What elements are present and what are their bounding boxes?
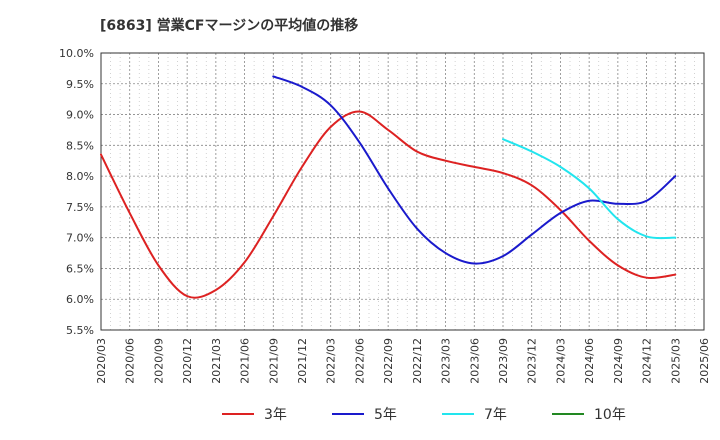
x-tick-label: 2020/09 <box>152 338 165 384</box>
x-tick-label: 2025/06 <box>698 338 711 384</box>
legend-label-3: 7年 <box>484 407 507 423</box>
plot-area: 5.5% 6.0% 6.5% 7.0% 7.5% 8.0% 8.5% 9.0% 9.5% 10.0… <box>59 47 711 384</box>
legend-label-2: 5年 <box>374 407 397 423</box>
y-tick-label: 8.0% <box>66 170 94 183</box>
x-tick-label: 2023/09 <box>497 338 510 384</box>
y-tick-label: 7.5% <box>66 201 94 214</box>
x-tick-label: 2022/09 <box>382 338 395 384</box>
x-tick-label: 2021/12 <box>296 338 309 384</box>
x-tick-label: 2021/09 <box>267 338 280 384</box>
x-tick-label: 2021/03 <box>210 338 223 384</box>
x-tick-label: 2021/06 <box>239 338 252 384</box>
y-tick-label: 6.5% <box>66 262 94 275</box>
x-tick-label: 2020/06 <box>124 338 137 384</box>
y-tick-label: 5.5% <box>66 324 94 337</box>
legend-label-4: 10年 <box>594 407 626 423</box>
y-tick-label: 10.0% <box>59 47 94 60</box>
plot-background <box>101 53 704 330</box>
y-tick-label: 9.5% <box>66 78 94 91</box>
x-tick-label: 2023/12 <box>526 338 539 384</box>
series-line-2 <box>272 75 677 265</box>
legend-label-1: 3年 <box>264 407 287 423</box>
x-tick-label: 2020/12 <box>181 338 194 384</box>
y-tick-label: 6.0% <box>66 293 94 306</box>
x-tick-label: 2024/03 <box>554 338 567 384</box>
x-tick-label: 2022/03 <box>325 338 338 384</box>
plot-border <box>100 52 705 331</box>
y-tick-label: 8.5% <box>66 139 94 152</box>
x-tick-label: 2024/09 <box>612 338 625 384</box>
x-tick-label: 2024/06 <box>583 338 596 384</box>
y-tick-label: 7.0% <box>66 232 94 245</box>
x-tick-label: 2024/12 <box>641 338 654 384</box>
x-tick-label: 2023/03 <box>440 338 453 384</box>
x-tick-label: 2022/12 <box>411 338 424 384</box>
series-line-1 <box>100 110 677 299</box>
y-tick-label: 9.0% <box>66 109 94 122</box>
x-tick-label: 2020/03 <box>95 338 108 384</box>
x-tick-label: 2022/06 <box>353 338 366 384</box>
legend: 3年 5年 7年 10年 <box>222 407 626 423</box>
chart-title: [6863] 営業CFマージンの平均値の推移 <box>100 17 358 34</box>
x-tick-label: 2025/03 <box>669 338 682 384</box>
x-tick-label: 2023/06 <box>468 338 481 384</box>
series-line-3 <box>502 138 677 240</box>
